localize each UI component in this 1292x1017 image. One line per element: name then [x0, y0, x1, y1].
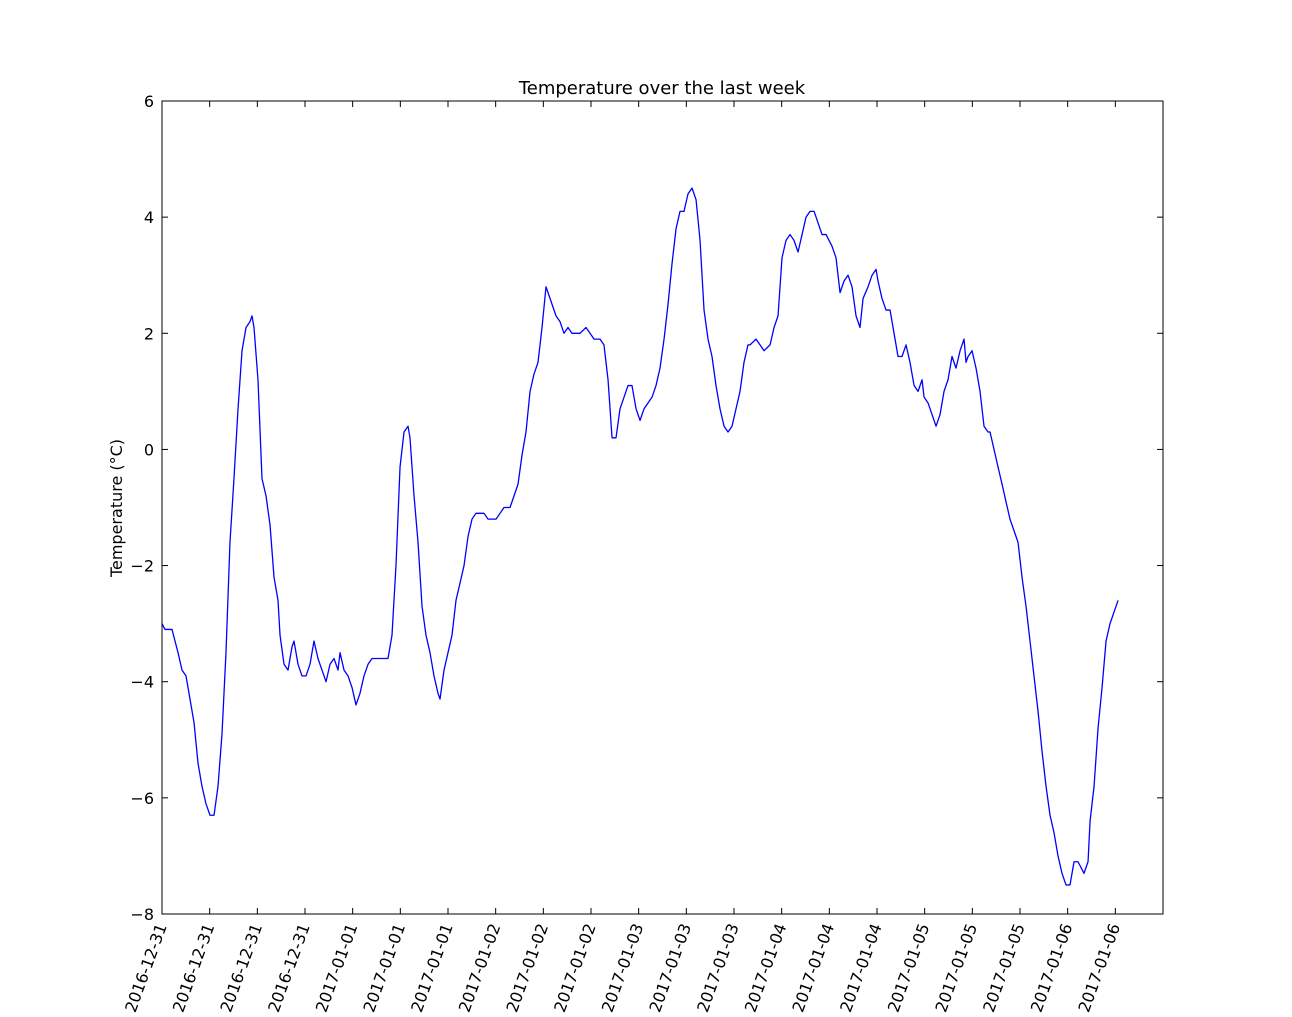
y-tick-label: 6	[144, 92, 154, 111]
data-line	[161, 187, 1119, 886]
y-tick-label: −2	[130, 557, 154, 576]
y-tick-label: −6	[130, 789, 154, 808]
y-tick-label: 2	[144, 324, 154, 343]
y-tick-label: −8	[130, 905, 154, 924]
plot-frame	[161, 100, 1164, 915]
y-axis-label: Temperature (°C)	[107, 439, 126, 578]
y-tick-label: 4	[144, 208, 154, 227]
chart-title: Temperature over the last week	[518, 78, 806, 99]
y-tick-label: −4	[130, 673, 154, 692]
y-tick-label: 0	[144, 440, 154, 459]
